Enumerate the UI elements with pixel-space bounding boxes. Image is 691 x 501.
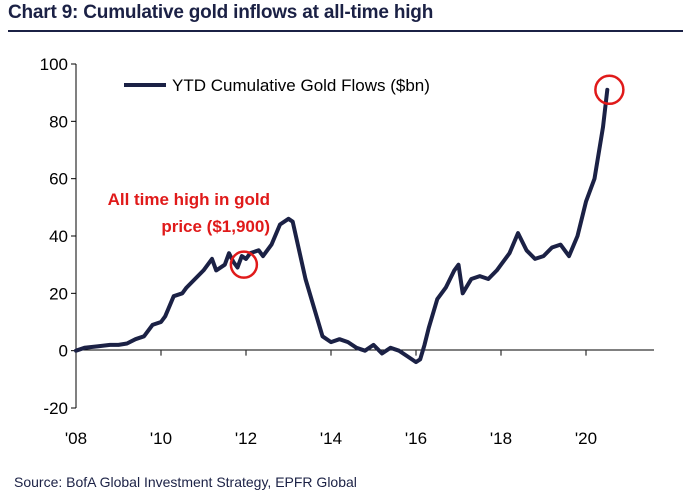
title-underline: [8, 30, 683, 32]
chart-title: Chart 9: Cumulative gold inflows at all-…: [8, 2, 434, 23]
legend: YTD Cumulative Gold Flows ($bn): [124, 76, 430, 95]
x-ticks: '08 '10 '12 '14 '16 '18 '20: [65, 350, 597, 448]
x-tick-label: '10: [150, 429, 172, 448]
annotation-circle-latest: [594, 74, 625, 106]
y-tick-label: 80: [49, 112, 68, 131]
annotation-ath: All time high in gold price ($1,900): [108, 190, 270, 279]
x-tick-label: '08: [65, 429, 87, 448]
source-note: Source: BofA Global Investment Strategy,…: [14, 474, 357, 490]
annotation-line-1: All time high in gold: [108, 190, 270, 209]
x-tick-label: '12: [235, 429, 257, 448]
y-tick-label: 40: [49, 227, 68, 246]
series-line-gold-flows: [74, 87, 610, 365]
x-tick-label: '14: [320, 429, 342, 448]
y-tick-label: -20: [43, 399, 68, 418]
y-tick-label: 0: [59, 342, 68, 361]
y-tick-label: 100: [40, 55, 68, 74]
x-tick-label: '20: [575, 429, 597, 448]
y-tick-label: 20: [49, 284, 68, 303]
annotation-circle-ath: [229, 250, 259, 279]
legend-label: YTD Cumulative Gold Flows ($bn): [172, 76, 430, 95]
x-tick-label: '16: [405, 429, 427, 448]
y-ticks: -20 0 20 40 60 80 100: [40, 55, 76, 418]
y-tick-label: 60: [49, 170, 68, 189]
x-tick-label: '18: [490, 429, 512, 448]
annotation-line-2: price ($1,900): [161, 217, 270, 236]
